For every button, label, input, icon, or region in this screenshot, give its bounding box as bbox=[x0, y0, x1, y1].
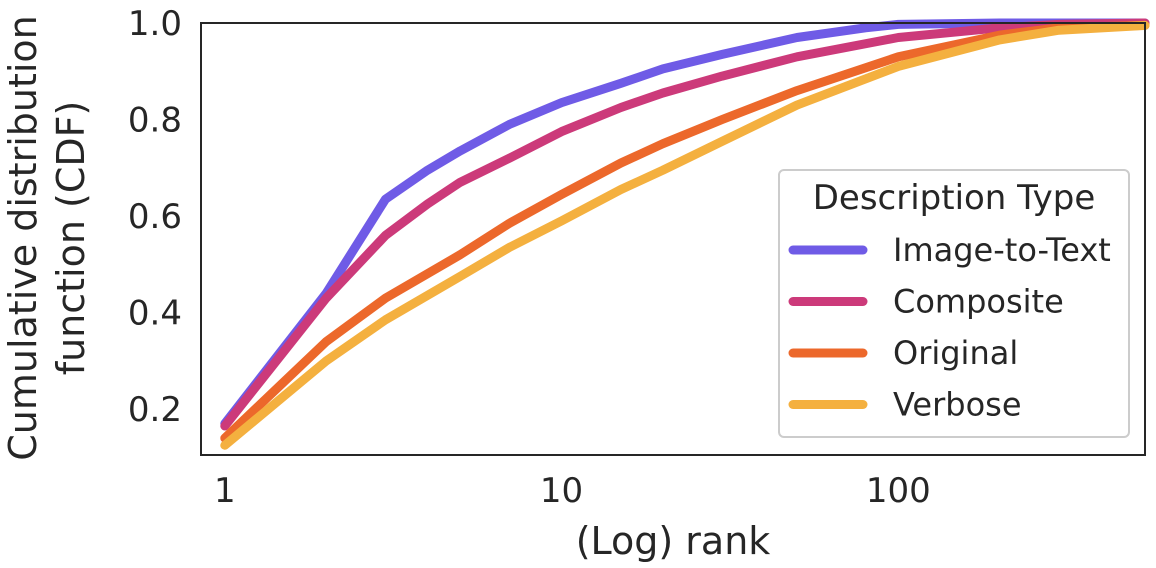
y-axis-label-line-1: Cumulative distribution bbox=[1, 15, 45, 461]
legend-label-composite: Composite bbox=[893, 283, 1064, 321]
y-tick-label: 0.8 bbox=[128, 101, 182, 141]
legend-label-image-to-text: Image-to-Text bbox=[893, 231, 1111, 269]
series-line-original bbox=[220, 20, 1150, 443]
x-tick-label: 10 bbox=[540, 471, 583, 511]
series-line-verbose bbox=[220, 20, 1150, 450]
y-tick-label: 0.6 bbox=[128, 197, 182, 237]
legend-label-original: Original bbox=[893, 334, 1018, 372]
legend-box bbox=[778, 169, 1130, 438]
plot-frame bbox=[200, 22, 1146, 456]
y-axis-label-line-2: function (CDF) bbox=[49, 101, 93, 376]
x-tick-label: 1 bbox=[214, 471, 236, 511]
y-tick-label: 0.2 bbox=[128, 390, 182, 430]
series-line-composite bbox=[220, 18, 1150, 431]
legend-title: Description Type bbox=[813, 178, 1096, 218]
y-tick-label: 1.0 bbox=[128, 4, 182, 44]
series-line-image-to-text bbox=[220, 18, 1150, 429]
y-tick-label: 0.4 bbox=[128, 294, 182, 334]
legend-label-verbose: Verbose bbox=[893, 386, 1022, 424]
x-tick-label: 100 bbox=[866, 471, 931, 511]
x-axis-label: (Log) rank bbox=[576, 519, 771, 563]
series-lines bbox=[220, 18, 1150, 450]
axis-ticks: 0.2 0.4 0.6 0.8 1.0 1 10 100 bbox=[128, 4, 931, 511]
legend-items: Image-to-Text Composite Original Verbose bbox=[788, 231, 1111, 424]
legend: Description Type Image-to-Text Composite O… bbox=[778, 169, 1130, 438]
